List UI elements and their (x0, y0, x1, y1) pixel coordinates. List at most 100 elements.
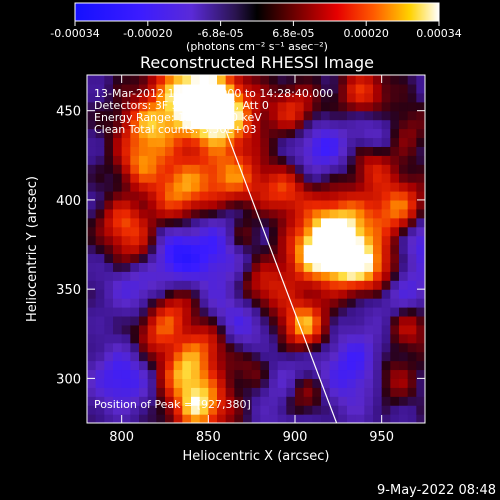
heatmap-cell (416, 298, 425, 308)
heatmap-cell (347, 387, 357, 397)
heatmap-cell (286, 351, 296, 362)
heatmap-cell (225, 217, 235, 228)
heatmap-cell (95, 414, 105, 423)
heatmap-cell (399, 235, 409, 246)
heatmap-cell (130, 244, 140, 255)
heatmap-cell (269, 128, 279, 139)
heatmap-cell (156, 191, 166, 201)
heatmap-cell (87, 280, 97, 290)
y-tick-label: 350 (56, 283, 81, 298)
heatmap-cell (364, 208, 374, 219)
heatmap-cell (217, 342, 227, 353)
heatmap-cell (217, 119, 227, 130)
heatmap-cell (199, 414, 209, 423)
heatmap-cell (113, 226, 123, 237)
heatmap-cell (217, 414, 227, 423)
heatmap-cell (147, 137, 157, 147)
heatmap-cell (165, 217, 175, 228)
heatmap-cell (251, 280, 261, 290)
heatmap-cell (173, 333, 183, 344)
heatmap-cell (407, 307, 417, 317)
heatmap-cell (381, 128, 391, 139)
heatmap-cell (321, 137, 331, 147)
x-tick-label: 900 (283, 430, 308, 445)
heatmap-cell (260, 271, 270, 281)
heatmap-cell (295, 342, 305, 353)
heatmap-cell (217, 75, 227, 85)
heatmap-cell (225, 164, 235, 174)
heatmap-cell (390, 315, 400, 326)
heatmap-cell (95, 199, 105, 210)
heatmap-cell (173, 244, 183, 255)
heatmap-cell (286, 137, 296, 147)
heatmap-cell (329, 351, 339, 362)
heatmap-cell (139, 244, 149, 255)
heatmap-cell (104, 155, 114, 165)
heatmap-cell (208, 191, 218, 201)
heatmap-cell (312, 342, 322, 353)
heatmap-cell (321, 280, 331, 290)
heatmap-cell (173, 298, 183, 308)
heatmap-cell (355, 92, 365, 103)
heatmap-cell (156, 235, 166, 246)
heatmap-cell (338, 289, 348, 299)
heatmap-cell (286, 369, 296, 379)
heatmap-cell (121, 128, 131, 139)
heatmap-cell (312, 155, 322, 165)
heatmap-cell (381, 405, 391, 415)
heatmap-cell (139, 333, 149, 344)
heatmap-cell (399, 128, 409, 139)
heatmap-cell (347, 119, 357, 130)
heatmap-cell (191, 360, 201, 371)
heatmap-cell (147, 387, 157, 397)
heatmap-cell (260, 208, 270, 219)
heatmap-cell (243, 360, 253, 371)
heatmap-cell (399, 396, 409, 406)
heatmap-cell (121, 324, 131, 335)
heatmap-cell (217, 182, 227, 192)
heatmap-cell (139, 173, 149, 183)
heatmap-cell (251, 146, 261, 156)
heatmap-cell (286, 155, 296, 165)
heatmap-cell (217, 155, 227, 165)
heatmap-cell (399, 342, 409, 353)
heatmap-cell (338, 396, 348, 406)
heatmap-cell (399, 289, 409, 299)
heatmap-cell (277, 378, 287, 388)
heatmap-cell (407, 271, 417, 281)
heatmap-cell (165, 137, 175, 147)
heatmap-cell (416, 289, 425, 299)
heatmap-cell (347, 342, 357, 353)
heatmap-cell (381, 396, 391, 406)
heatmap-cell (347, 75, 357, 85)
heatmap-cell (165, 405, 175, 415)
heatmap-cell (147, 333, 157, 344)
colorbar-tick-label: 0.00034 (416, 27, 462, 40)
heatmap-cell (303, 92, 313, 103)
heatmap-cell (147, 369, 157, 379)
heatmap-cell (251, 387, 261, 397)
heatmap-cell (312, 182, 322, 192)
heatmap-cell (199, 315, 209, 326)
heatmap-cell (347, 155, 357, 165)
heatmap-cell (399, 360, 409, 371)
heatmap-cell (355, 110, 365, 121)
heatmap-cell (364, 164, 374, 174)
heatmap-cell (390, 137, 400, 147)
heatmap-cell (321, 396, 331, 406)
heatmap-cell (182, 146, 192, 156)
heatmap-cell (113, 217, 123, 228)
heatmap-cell (312, 226, 322, 237)
heatmap-cell (234, 262, 244, 272)
heatmap-cell (286, 289, 296, 299)
heatmap-cell (416, 262, 425, 272)
heatmap-cell (364, 119, 374, 130)
heatmap-cell (381, 298, 391, 308)
heatmap-cell (329, 405, 339, 415)
heatmap-cell (87, 298, 97, 308)
heatmap-cell (130, 208, 140, 219)
heatmap-cell (191, 324, 201, 335)
heatmap-cell (277, 405, 287, 415)
heatmap-cell (104, 226, 114, 237)
heatmap-cell (199, 244, 209, 255)
